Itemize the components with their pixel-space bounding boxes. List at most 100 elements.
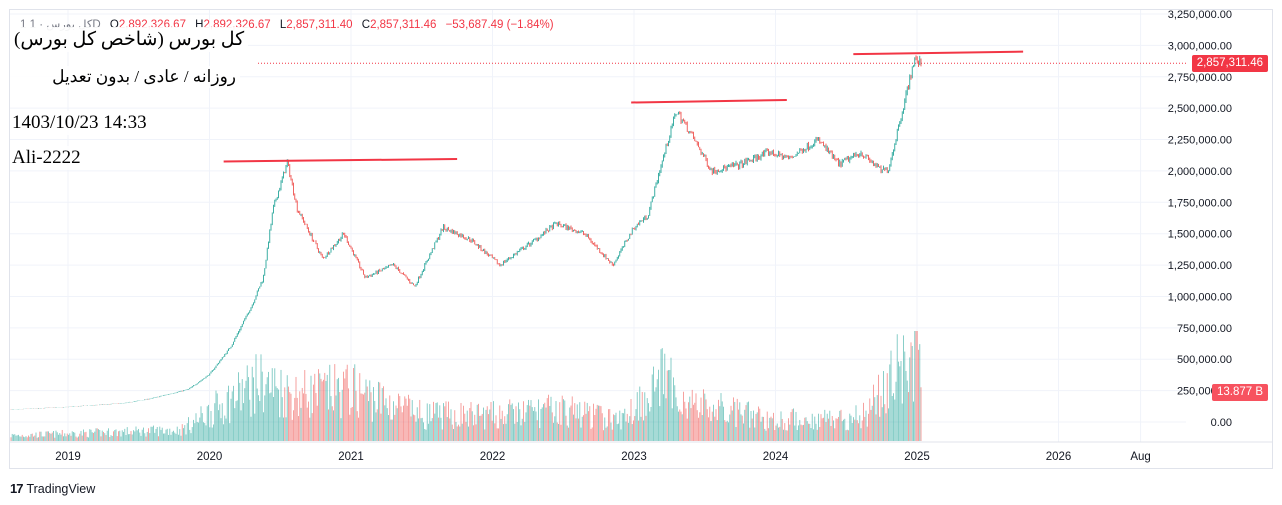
volume-bar — [456, 426, 458, 441]
volume-bar — [548, 394, 549, 441]
volume-bar — [213, 424, 214, 441]
volume-bar — [750, 411, 752, 441]
volume-bar — [450, 409, 452, 441]
volume-bar — [723, 406, 724, 441]
volume-bar — [505, 423, 507, 441]
volume-bar — [18, 434, 19, 441]
volume-bar — [916, 331, 918, 441]
trendline[interactable] — [853, 50, 1024, 56]
volume-bar — [191, 427, 193, 441]
volume-bar — [724, 420, 726, 441]
volume-bar — [553, 422, 554, 441]
volume-bar — [906, 380, 908, 441]
volume-bar — [521, 418, 523, 441]
volume-bar — [275, 386, 277, 441]
volume-bar — [850, 415, 852, 441]
volume-bar — [871, 405, 873, 441]
volume-bar — [889, 364, 891, 441]
volume-bar — [565, 415, 567, 441]
volume-bar — [644, 392, 646, 441]
volume-bar — [95, 428, 97, 441]
volume-bar — [449, 418, 451, 441]
brand[interactable]: 17 TradingView — [10, 481, 95, 496]
volume-bar — [681, 414, 683, 441]
volume-bar — [166, 428, 168, 441]
volume-bar — [839, 410, 841, 441]
volume-bar — [706, 409, 708, 441]
volume-bar — [289, 392, 291, 441]
volume-bar — [125, 435, 127, 441]
volume-bar — [784, 423, 786, 441]
volume-bar — [739, 402, 741, 441]
volume-bar — [861, 420, 863, 441]
volume-bar — [186, 423, 188, 441]
volume-bar — [326, 374, 328, 441]
volume-bar — [423, 422, 424, 441]
volume-bar — [700, 397, 702, 441]
volume-bar — [209, 427, 211, 441]
volume-bar — [600, 406, 602, 441]
volume-bar — [621, 412, 623, 441]
volume-bar — [218, 410, 219, 441]
volume-bar — [765, 430, 767, 441]
volume-bar — [649, 411, 651, 441]
volume-bar — [604, 417, 606, 441]
volume-bar — [744, 409, 746, 441]
volume-bar — [690, 408, 692, 441]
volume-bar — [920, 387, 922, 441]
volume-bar — [421, 417, 423, 441]
volume-bar — [525, 412, 527, 441]
volume-bar — [591, 427, 593, 441]
volume-bar — [139, 432, 141, 441]
trendline[interactable] — [631, 98, 787, 104]
volume-bar — [255, 354, 257, 441]
volume-bar — [241, 379, 243, 441]
volume-bar — [149, 433, 151, 441]
volume-bar — [240, 410, 242, 441]
volume-bar — [709, 406, 711, 441]
volume-bar — [883, 371, 884, 441]
volume-bar — [810, 428, 812, 441]
volume-bar — [178, 434, 179, 441]
volume-bar — [39, 431, 41, 441]
volume-bar — [683, 391, 684, 441]
volume-bar — [41, 436, 43, 441]
volume-bar — [313, 384, 314, 441]
volume-bar — [24, 437, 26, 441]
volume-bar — [478, 403, 479, 441]
volume-bar — [55, 430, 57, 441]
volume-bar — [793, 408, 794, 441]
volume-bar — [751, 418, 753, 441]
volume-bar — [618, 423, 619, 441]
volume-bar — [250, 416, 252, 441]
volume-bar — [260, 354, 262, 441]
volume-bar — [75, 436, 77, 441]
volume-bar — [716, 420, 718, 441]
volume-bar — [645, 415, 647, 441]
volume-bar — [873, 384, 874, 441]
volume-bar — [575, 418, 577, 441]
volume-bar — [211, 427, 213, 441]
ohlc-legend: 1 كل بورس · 1D O2,892,326.67 H2,892,326.… — [20, 17, 554, 31]
volume-bar — [884, 404, 886, 441]
volume-bar — [911, 346, 913, 441]
volume-bar — [426, 403, 428, 441]
volume-bar — [558, 423, 559, 441]
volume-bar — [19, 436, 21, 441]
volume-bar — [304, 370, 306, 441]
volume-bar — [726, 420, 728, 441]
volume-bar — [360, 393, 362, 441]
volume-bar — [113, 431, 114, 441]
volume-bar — [811, 413, 813, 441]
trendline[interactable] — [223, 157, 458, 163]
volume-bar — [140, 435, 142, 441]
y-tick-label: 2,250,000.00 — [1168, 135, 1232, 147]
volume-bar — [849, 413, 851, 441]
volume-bar — [299, 391, 301, 441]
volume-bar — [584, 401, 586, 441]
volume-bar — [444, 406, 446, 441]
volume-bar — [814, 416, 816, 441]
volume-bar — [781, 418, 783, 441]
volume-bar — [665, 398, 667, 441]
volume-bar — [754, 427, 756, 441]
